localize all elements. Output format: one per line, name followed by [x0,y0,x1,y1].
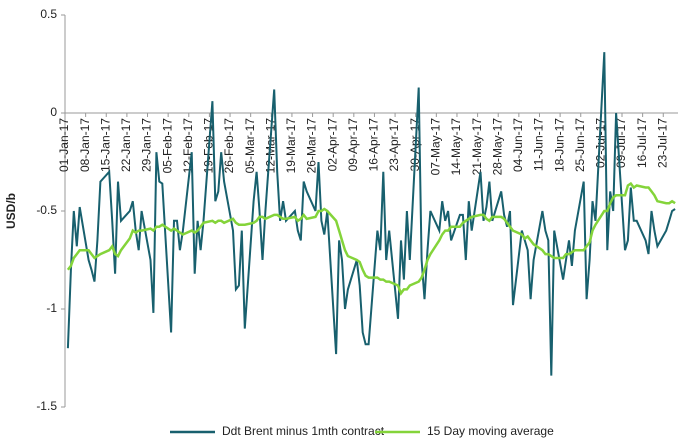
y-tick-label: 0.5 [40,7,57,21]
x-tick-label: 11-Jun-17 [532,118,546,171]
x-tick-label: 15-Jan-17 [98,118,112,172]
x-tick-label: 26-Mar-17 [305,118,319,174]
x-tick-label: 25-Jun-17 [573,118,587,172]
series-line [66,52,676,376]
x-tick-label: 19-Mar-17 [284,118,298,174]
legend-label: 15 Day moving average [427,424,554,438]
x-tick-label: 26-Feb-17 [222,118,236,174]
y-tick-label: -0.5 [36,203,57,217]
x-tick-label: 07-May-17 [429,118,443,176]
x-tick-label: 23-Jul-17 [655,118,669,168]
x-tick-label: 23-Apr-17 [387,118,401,172]
y-tick-label: -1 [46,301,57,315]
x-tick-label: 01-Jan-17 [57,118,71,172]
x-tick-label: 02-Apr-17 [325,118,339,172]
x-tick-label: 05-Feb-17 [160,118,174,174]
y-tick-label: 0 [50,105,57,119]
x-tick-label: 21-May-17 [470,118,484,176]
legend-label: Ddt Brent minus 1mth contract [222,424,385,438]
x-tick-label: 16-Apr-17 [367,118,381,172]
y-tick-label: -1.5 [36,399,57,413]
y-axis-label: USD/b [4,193,18,229]
series-line [66,181,676,296]
x-tick-label: 29-Jan-17 [140,118,154,172]
x-tick-label: 04-Jun-17 [511,118,525,172]
x-tick-label: 22-Jan-17 [119,118,133,172]
x-tick-label: 14-May-17 [449,118,463,176]
x-tick-label: 05-Mar-17 [243,118,257,174]
x-tick-label: 18-Jun-17 [552,118,566,172]
x-tick-label: 28-May-17 [490,118,504,176]
x-tick-label: 08-Jan-17 [78,118,92,172]
x-tick-label: 16-Jul-17 [635,118,649,168]
x-tick-label: 09-Apr-17 [346,118,360,172]
